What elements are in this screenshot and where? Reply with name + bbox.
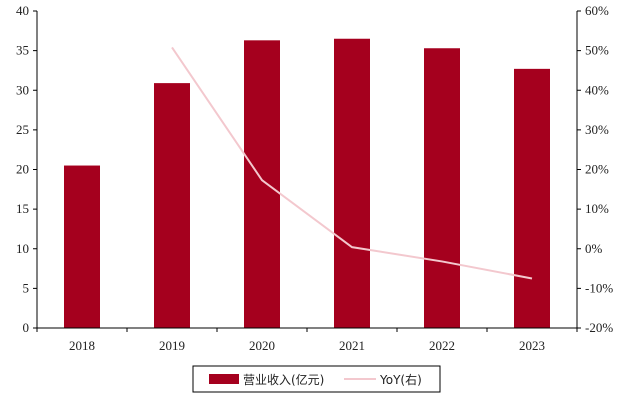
left-tick-label: 25 <box>16 122 29 137</box>
bar-2022 <box>424 48 460 329</box>
legend-box <box>192 365 441 393</box>
left-tick-label: 0 <box>23 320 30 335</box>
right-tick-label: 30% <box>585 122 609 137</box>
bar-2021 <box>334 38 370 329</box>
x-tick-label: 2020 <box>249 338 275 353</box>
right-tick-label: 40% <box>585 82 609 97</box>
bar-2019 <box>154 83 190 329</box>
x-tick-label: 2018 <box>69 338 95 353</box>
x-tick-label: 2022 <box>429 338 455 353</box>
legend-swatch-revenue <box>209 374 239 384</box>
bar-2018 <box>64 165 100 328</box>
right-tick-label: -20% <box>585 320 613 335</box>
right-tick-label: 50% <box>585 43 609 58</box>
yoy-line-layer <box>171 46 533 280</box>
left-tick-label: 10 <box>16 241 29 256</box>
legend-label-revenue: 营业收入(亿元) <box>243 372 324 387</box>
left-tick-label: 35 <box>16 43 29 58</box>
left-tick-label: 40 <box>16 3 29 18</box>
left-tick-label: 20 <box>16 162 29 177</box>
right-tick-label: 60% <box>585 3 609 18</box>
bar-2020 <box>244 40 280 328</box>
right-tick-label: 0% <box>585 241 603 256</box>
x-tick-label: 2019 <box>159 338 185 353</box>
left-tick-label: 15 <box>16 201 29 216</box>
x-tick-label: 2023 <box>519 338 545 353</box>
left-tick-label: 5 <box>23 280 30 295</box>
bars-layer <box>64 38 550 329</box>
bar-2023 <box>514 68 550 328</box>
left-tick-label: 30 <box>16 82 29 97</box>
legend: 营业收入(亿元) YoY(右) <box>192 365 441 393</box>
legend-label-yoy: YoY(右) <box>379 372 422 387</box>
right-tick-label: 20% <box>585 162 609 177</box>
axes-layer: 0 5 10 15 20 25 30 35 40 -20% -10% 0% 10% 20% 30% 40% 50… <box>16 3 613 353</box>
right-tick-label: -10% <box>585 280 613 295</box>
right-tick-label: 10% <box>585 201 609 216</box>
x-tick-label: 2021 <box>339 338 365 353</box>
